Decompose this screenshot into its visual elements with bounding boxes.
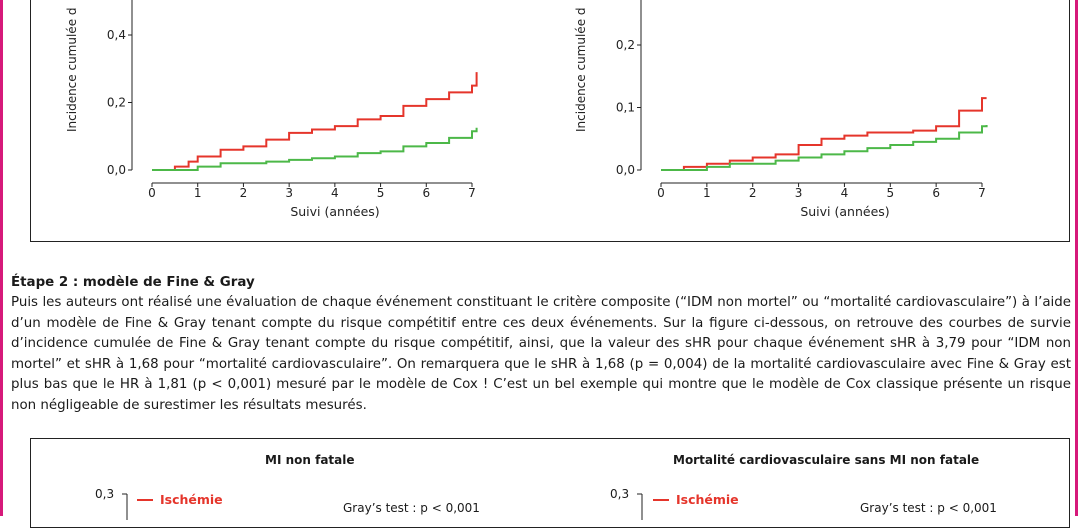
right-chart-x-tick-label: 7 xyxy=(978,186,986,200)
left-chart-series-red xyxy=(152,72,478,171)
left-chart-x-tick-label: 3 xyxy=(285,186,293,200)
bottom-left-stat: Gray’s test : p < 0,001 xyxy=(343,501,480,515)
top-figure-frame xyxy=(30,0,1070,242)
right-accent-bar xyxy=(1075,0,1078,516)
left-chart-x-tick-label: 5 xyxy=(377,186,385,200)
bottom-left-legend-line xyxy=(137,499,153,501)
bottom-left-legend-label: Ischémie xyxy=(160,492,223,507)
right-x-axis-label: Suivi (années) xyxy=(800,204,889,219)
right-chart-x-tick-label: 6 xyxy=(932,186,940,200)
right-chart-y-tick-label: 0,2 xyxy=(616,38,635,52)
left-x-axis-label: Suivi (années) xyxy=(290,204,379,219)
left-chart-y-tick-label: 0,2 xyxy=(107,96,126,110)
right-chart-series-green xyxy=(661,125,988,171)
right-chart-x-tick-label: 1 xyxy=(703,186,711,200)
left-chart-x-tick-label: 0 xyxy=(148,186,156,200)
right-chart-series-red xyxy=(661,97,987,171)
bottom-right-panel-title: Mortalité cardiovasculaire sans MI non f… xyxy=(673,453,980,467)
left-chart-x-tick-label: 4 xyxy=(331,186,339,200)
left-accent-bar xyxy=(0,0,3,516)
left-chart-y-tick-label: 0,4 xyxy=(107,28,126,42)
bottom-right-y-tick-top: 0,3 xyxy=(610,487,630,501)
right-chart-x-tick-label: 3 xyxy=(795,186,803,200)
right-chart-x-tick-label: 4 xyxy=(841,186,849,200)
left-chart-x-tick-label: 2 xyxy=(240,186,248,200)
right-chart-x-tick-label: 0 xyxy=(657,186,665,200)
left-y-axis-label: Incidence cumulée d xyxy=(65,7,79,132)
right-chart-y-tick-label: 0,0 xyxy=(616,163,635,177)
bottom-left-panel-title: MI non fatale xyxy=(265,453,355,467)
right-chart-x-tick-label: 2 xyxy=(749,186,757,200)
right-incidence-chart: Incidence cumulée d 0,0 0,1 0,2 0 1 2 3 4 5 6 7 Su… xyxy=(574,0,988,219)
section-title: Étape 2 : modèle de Fine & Gray xyxy=(11,275,255,290)
left-chart-x-tick-label: 7 xyxy=(468,186,476,200)
section-paragraph: Puis les auteurs ont réalisé une évaluat… xyxy=(11,295,1071,413)
right-chart-y-tick-label: 0,1 xyxy=(616,101,635,115)
left-chart-y-tick-label: 0,0 xyxy=(107,163,126,177)
right-chart-x-tick-label: 5 xyxy=(886,186,894,200)
right-y-axis-label: Incidence cumulée d xyxy=(574,7,588,132)
left-chart-x-tick-label: 6 xyxy=(422,186,430,200)
left-chart-series-green xyxy=(152,127,478,171)
bottom-left-y-tick-top: 0,3 xyxy=(95,487,115,501)
bottom-right-legend-line xyxy=(653,499,669,501)
left-incidence-chart: Incidence cumulée d 0,0 0,2 0,4 0 1 2 3 4 5 6 7 Su… xyxy=(65,0,478,219)
bottom-right-legend-label: Ischémie xyxy=(676,492,739,507)
bottom-right-stat: Gray’s test : p < 0,001 xyxy=(860,501,997,515)
left-chart-x-tick-label: 1 xyxy=(194,186,202,200)
